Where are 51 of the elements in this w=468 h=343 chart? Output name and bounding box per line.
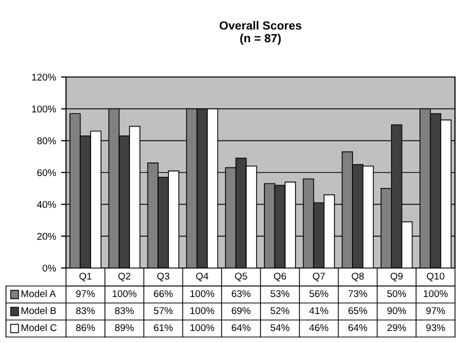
data-label: 57% <box>154 307 173 314</box>
legend-label: Model A <box>22 290 56 298</box>
data-label: 69% <box>232 307 250 314</box>
y-tick-label: 80% <box>37 137 56 144</box>
data-label: 83% <box>76 307 95 314</box>
x-tick-label: Q7 <box>312 272 325 282</box>
data-label: 53% <box>270 290 290 298</box>
legend-label: Model B <box>22 306 56 314</box>
legend-label: Model C <box>22 324 57 332</box>
data-label: 83% <box>115 307 134 314</box>
data-label: 54% <box>270 324 290 332</box>
data-label: 65% <box>348 307 368 314</box>
x-tick-label: Q3 <box>157 272 170 282</box>
y-tick-label: 100% <box>32 106 56 112</box>
x-tick-label: Q6 <box>274 272 286 282</box>
data-label: 97% <box>76 290 95 298</box>
data-label: 97% <box>426 307 445 314</box>
data-label: 100% <box>190 290 214 298</box>
data-label: 100% <box>190 307 214 314</box>
y-tick-label: 60% <box>37 169 56 176</box>
data-label: 52% <box>270 307 290 314</box>
data-label: 50% <box>387 290 406 298</box>
chart-title: Overall Scores (n = 87) <box>220 21 302 45</box>
data-label: 100% <box>190 324 214 332</box>
data-label: 41% <box>309 307 328 314</box>
data-label: 73% <box>348 290 368 298</box>
data-label: 63% <box>232 290 250 298</box>
data-label: 29% <box>387 324 406 332</box>
data-label: 89% <box>115 324 134 332</box>
x-tick-label: Q8 <box>352 272 364 282</box>
data-label: 64% <box>232 324 250 332</box>
x-tick-label: Q10 <box>426 272 444 282</box>
data-label: 100% <box>424 290 448 298</box>
data-label: 56% <box>310 290 328 298</box>
x-tick-label: Q9 <box>390 272 403 282</box>
y-tick-label: 40% <box>37 201 56 208</box>
data-label: 66% <box>154 290 173 298</box>
data-label: 93% <box>426 324 445 332</box>
data-label: 90% <box>387 307 406 314</box>
x-tick-label: Q1 <box>79 272 92 282</box>
y-tick-label: 120% <box>32 74 56 81</box>
y-tick-label: 0% <box>42 264 56 272</box>
data-label: 64% <box>348 324 368 332</box>
x-tick-label: Q2 <box>118 272 130 282</box>
data-label: 46% <box>309 324 328 332</box>
data-label: 61% <box>154 324 173 332</box>
y-tick-label: 20% <box>37 232 56 240</box>
data-label: 100% <box>112 290 136 298</box>
x-tick-label: Q5 <box>235 272 248 282</box>
x-tick-label: Q4 <box>196 272 208 282</box>
data-label: 86% <box>76 324 95 332</box>
